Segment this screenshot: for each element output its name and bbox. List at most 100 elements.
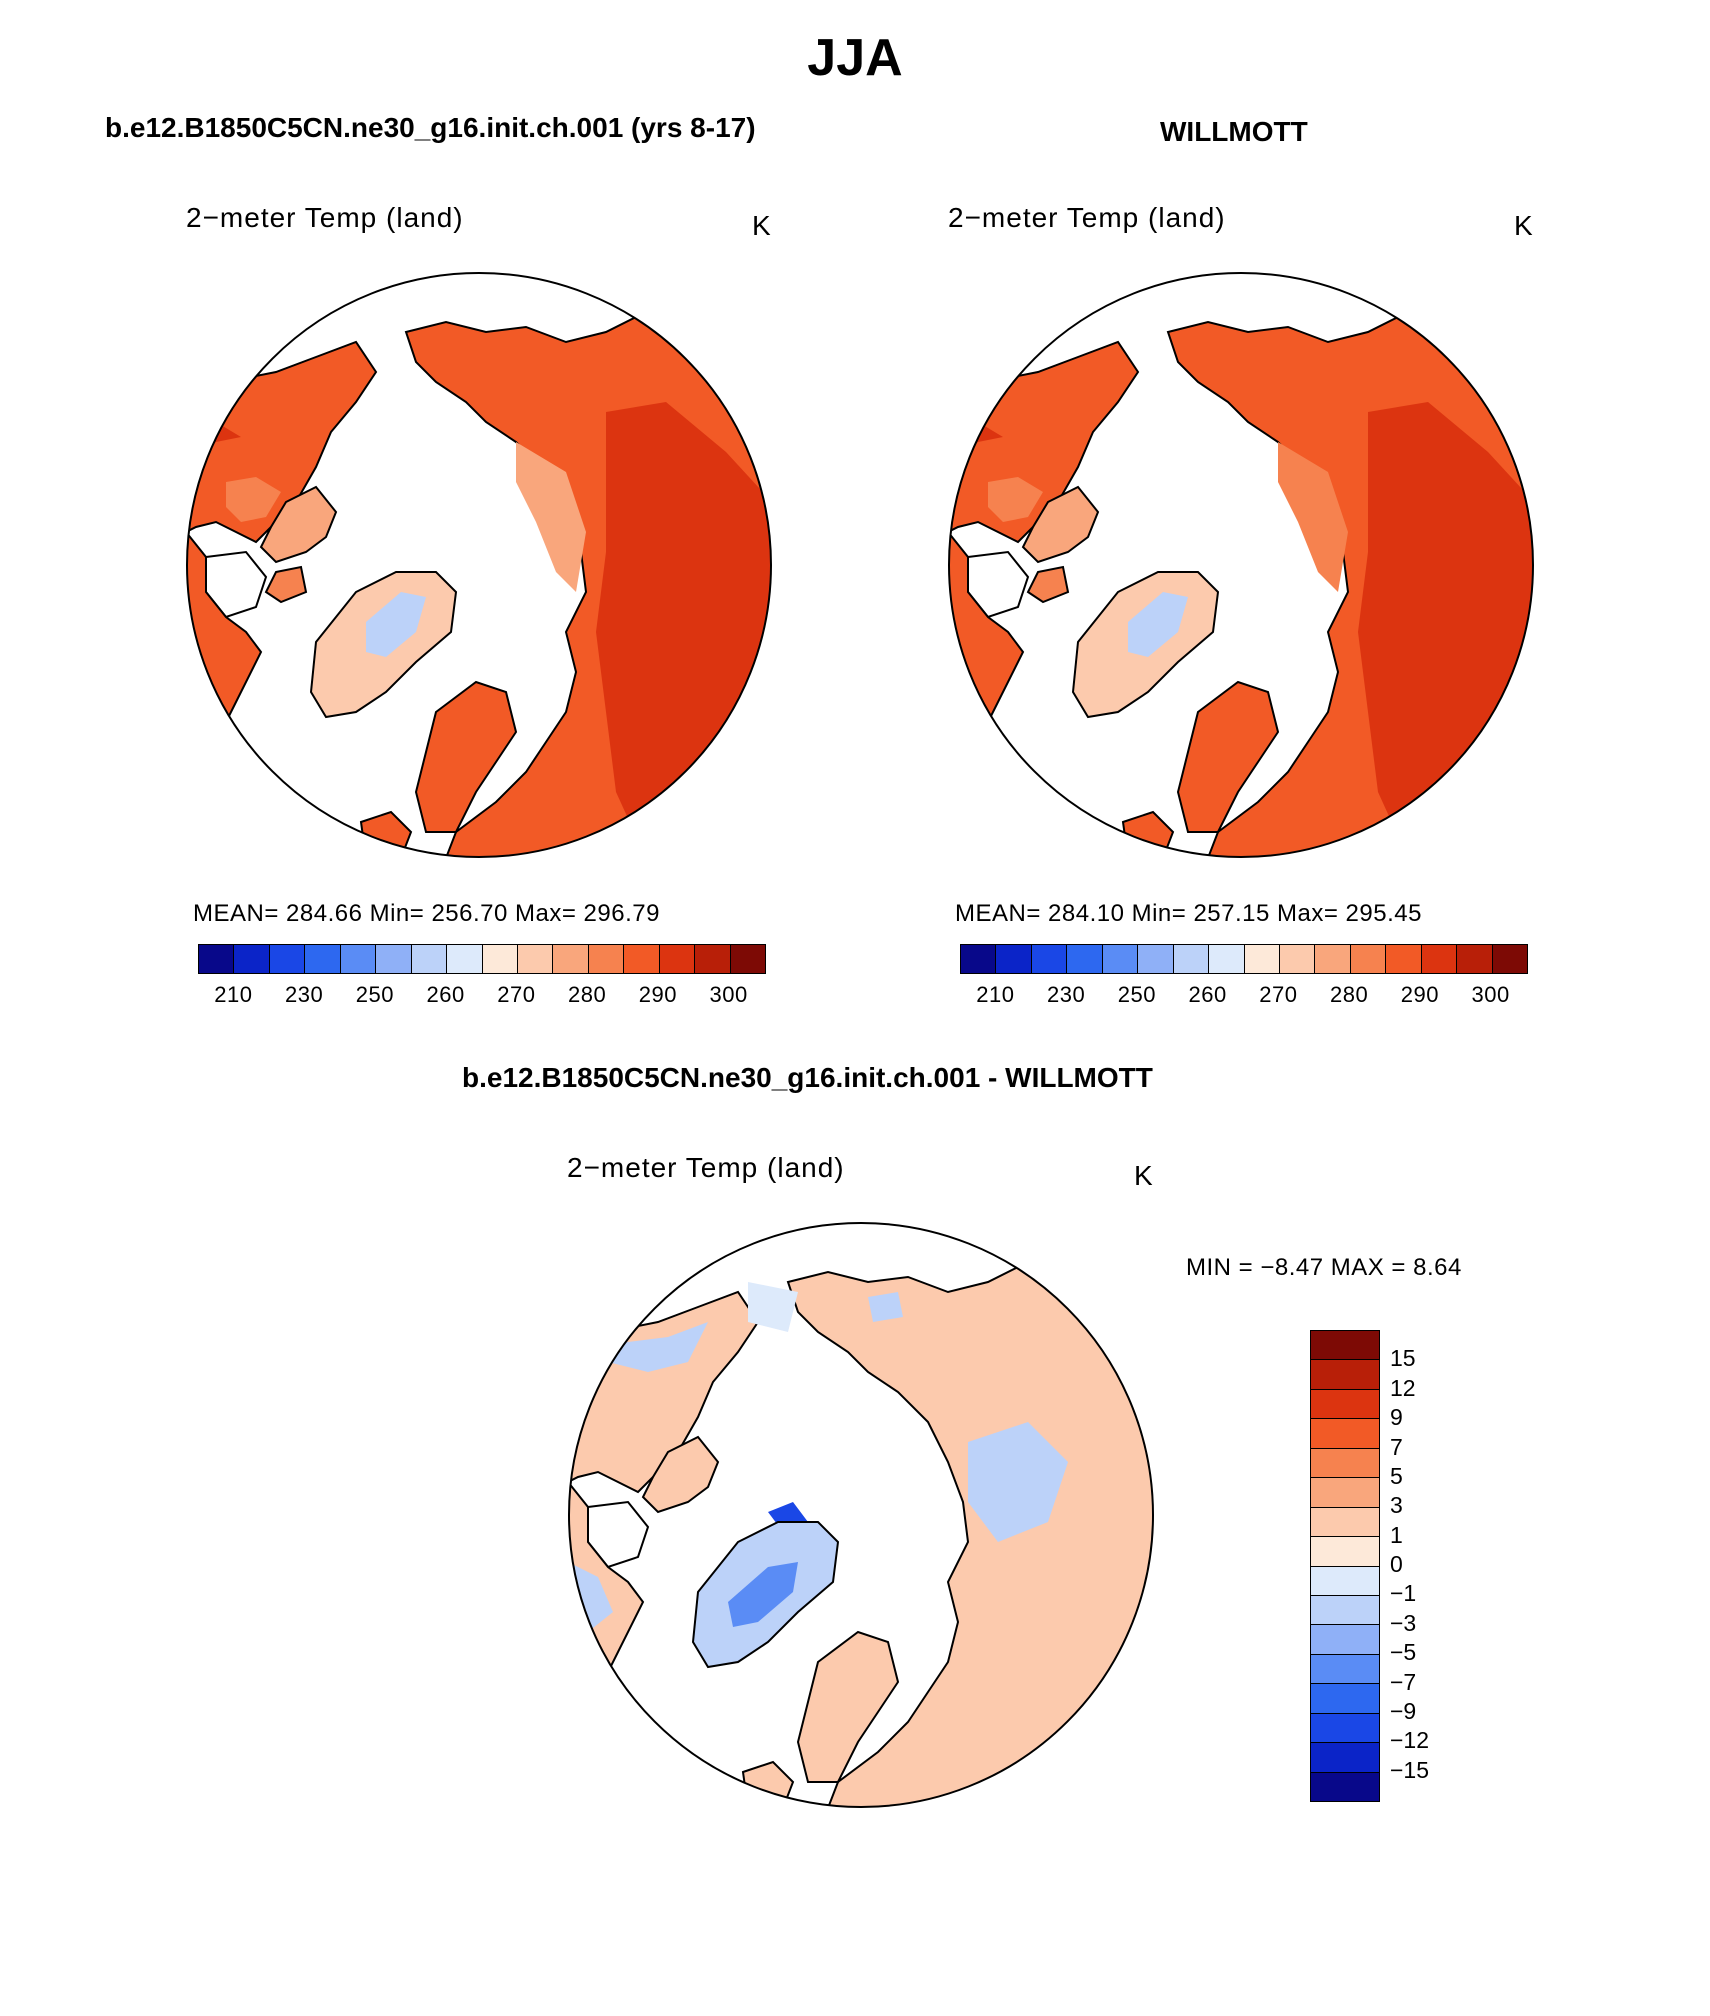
- panel1-title: b.e12.B1850C5CN.ne30_g16.init.ch.001 (yr…: [105, 112, 756, 143]
- colorbar-tick-label: 300: [1471, 982, 1510, 1007]
- colorbar-tick-label: −3: [1390, 1609, 1417, 1636]
- panel2-units: K: [1514, 210, 1533, 241]
- colorbar-swatch: [199, 945, 235, 973]
- colorbar-swatch: [996, 945, 1032, 973]
- colorbar-tick-label: 280: [568, 982, 607, 1007]
- arctic-archipelago: [259, 485, 338, 564]
- colorbar-swatch: [1311, 1478, 1379, 1508]
- colorbar-tick-label: 230: [1047, 982, 1086, 1007]
- panel2-title: WILLMOTT: [1160, 116, 1308, 147]
- diff-units: K: [1134, 1160, 1153, 1191]
- colorbar-tick-label: −7: [1390, 1668, 1417, 1695]
- colorbar-swatch: [1311, 1537, 1379, 1567]
- colorbar-swatch: [376, 945, 412, 973]
- colorbar-swatch: [234, 945, 270, 973]
- colorbar-swatch: [1102, 945, 1139, 973]
- colorbar-swatch: [1311, 1595, 1379, 1626]
- panel2-polar-map: [948, 272, 1534, 858]
- panel2-colorbar: [960, 944, 1528, 974]
- colorbar-swatch: [1279, 945, 1316, 973]
- panel1-stats: MEAN= 284.66 Min= 256.70 Max= 296.79: [193, 900, 660, 927]
- arctic-archipelago: [641, 1435, 720, 1514]
- colorbar-tick-label: 270: [1259, 982, 1298, 1007]
- colorbar-tick-label: 1: [1390, 1521, 1403, 1548]
- colorbar-tick-label: 290: [1400, 982, 1439, 1007]
- colorbar-swatch: [1315, 945, 1351, 973]
- colorbar-tick-label: 230: [285, 982, 324, 1007]
- colorbar-swatch: [1209, 945, 1245, 973]
- colorbar-swatch: [1386, 945, 1422, 973]
- colorbar-swatch: [624, 945, 660, 973]
- colorbar-tick-label: −5: [1390, 1639, 1417, 1666]
- colorbar-swatch: [961, 945, 997, 973]
- scandinavia: [796, 1630, 900, 1783]
- colorbar-tick-label: 7: [1390, 1433, 1403, 1460]
- colorbar-swatch: [1138, 945, 1174, 973]
- colorbar-tick-label: 260: [426, 982, 465, 1007]
- colorbar-tick-label: 9: [1390, 1404, 1403, 1431]
- panel1-variable-title: 2−meter Temp (land): [186, 202, 464, 233]
- colorbar-tick-label: 260: [1188, 982, 1227, 1007]
- diff-minmax: MIN = −8.47 MAX = 8.64: [1186, 1254, 1462, 1281]
- colorbar-swatch: [447, 945, 483, 973]
- colorbar-swatch: [1311, 1625, 1379, 1655]
- colorbar-swatch: [1173, 945, 1210, 973]
- diff-colorbar: [1310, 1330, 1380, 1802]
- panel2-variable-title: 2−meter Temp (land): [948, 202, 1226, 233]
- diff-polar-map: [568, 1222, 1154, 1808]
- panel1-colorbar-ticks: 210 230 250 260 270 280 290 300: [198, 982, 764, 1012]
- scandinavia: [1176, 680, 1280, 833]
- colorbar-swatch: [411, 945, 448, 973]
- colorbar-tick-label: 15: [1390, 1345, 1416, 1372]
- colorbar-tick-label: 280: [1330, 982, 1369, 1007]
- colorbar-swatch: [1421, 945, 1458, 973]
- colorbar-tick-label: 290: [638, 982, 677, 1007]
- colorbar-tick-label: 210: [214, 982, 253, 1007]
- colorbar-swatch: [1311, 1772, 1379, 1801]
- colorbar-tick-label: 210: [976, 982, 1015, 1007]
- colorbar-swatch: [482, 945, 518, 973]
- colorbar-tick-label: 300: [709, 982, 748, 1007]
- colorbar-swatch: [1311, 1713, 1379, 1744]
- colorbar-swatch: [1492, 945, 1527, 973]
- colorbar-swatch: [1311, 1419, 1379, 1449]
- colorbar-swatch: [1311, 1448, 1379, 1479]
- colorbar-tick-label: 5: [1390, 1462, 1403, 1489]
- colorbar-tick-label: −12: [1390, 1727, 1430, 1754]
- colorbar-swatch: [1457, 945, 1493, 973]
- diff-colorbar-ticks: 15 12 9 7 5 3 1 0 −1 −3 −5 −7 −9 −12 −15: [1390, 1330, 1470, 1800]
- colorbar-swatch: [340, 945, 377, 973]
- scandinavia: [414, 680, 518, 833]
- colorbar-tick-label: −1: [1390, 1580, 1417, 1607]
- colorbar-tick-label: 250: [355, 982, 394, 1007]
- colorbar-swatch: [1244, 945, 1280, 973]
- colorbar-swatch: [730, 945, 765, 973]
- colorbar-swatch: [1311, 1360, 1379, 1390]
- colorbar-swatch: [1311, 1331, 1379, 1361]
- colorbar-tick-label: 3: [1390, 1492, 1403, 1519]
- colorbar-tick-label: 12: [1390, 1374, 1416, 1401]
- main-title: JJA: [807, 29, 903, 87]
- colorbar-swatch: [695, 945, 731, 973]
- colorbar-swatch: [1311, 1566, 1379, 1596]
- colorbar-swatch: [1031, 945, 1068, 973]
- panel2-colorbar-ticks: 210 230 250 260 270 280 290 300: [960, 982, 1526, 1012]
- colorbar-swatch: [305, 945, 341, 973]
- colorbar-tick-label: −9: [1390, 1697, 1417, 1724]
- colorbar-tick-label: 0: [1390, 1551, 1403, 1577]
- colorbar-swatch: [1311, 1389, 1379, 1420]
- colorbar-swatch: [588, 945, 625, 973]
- colorbar-swatch: [553, 945, 589, 973]
- panel1-polar-map: [186, 272, 772, 858]
- colorbar-swatch: [1311, 1507, 1379, 1538]
- colorbar-swatch: [1311, 1684, 1379, 1714]
- colorbar-swatch: [517, 945, 554, 973]
- colorbar-swatch: [1311, 1743, 1379, 1773]
- colorbar-swatch: [1350, 945, 1387, 973]
- arctic-archipelago: [1021, 485, 1100, 564]
- colorbar-swatch: [269, 945, 306, 973]
- colorbar-tick-label: −15: [1390, 1756, 1430, 1783]
- diff-variable-title: 2−meter Temp (land): [567, 1152, 845, 1183]
- diff-panel-title: b.e12.B1850C5CN.ne30_g16.init.ch.001 - W…: [462, 1062, 1153, 1093]
- colorbar-swatch: [659, 945, 696, 973]
